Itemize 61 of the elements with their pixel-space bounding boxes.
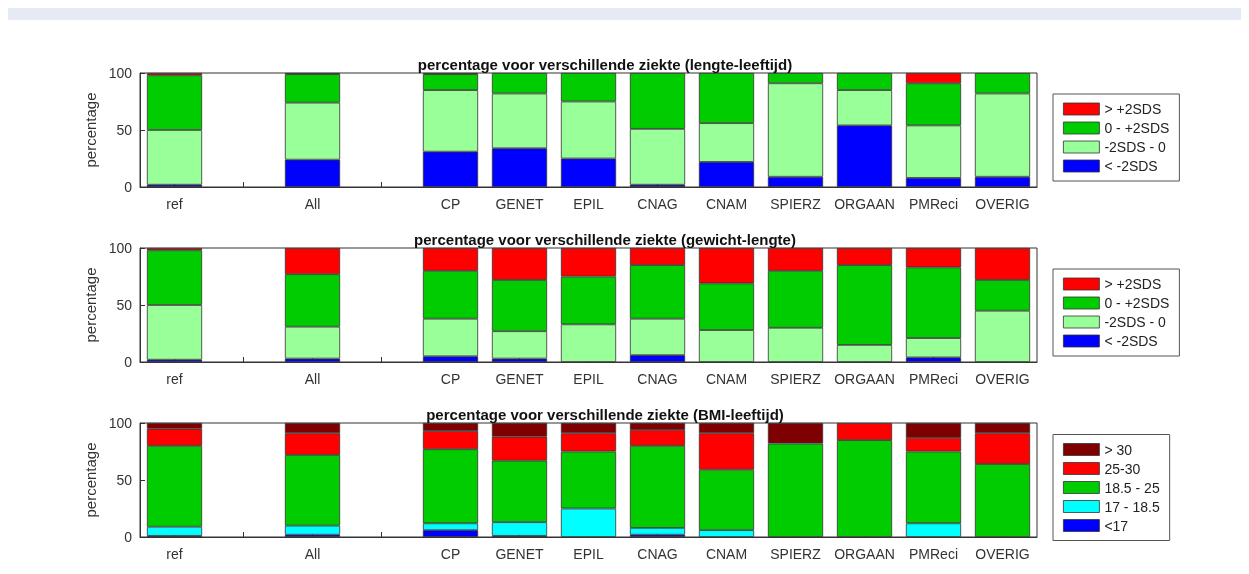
x-tick-label: SPIERZ [770,546,822,562]
legend-label: 18.5 - 25 [1104,479,1160,496]
legend-label: <17 [1104,517,1129,534]
y-tick-label: 0 [124,529,133,545]
x-tick-label: CNAM [705,196,748,212]
x-tick-label: CP [440,546,461,562]
x-tick-label: CP [440,371,461,387]
x-tick-label: PMReci [908,371,959,387]
legend-label: 17 - 18.5 [1104,498,1160,515]
y-tick-label: 0 [124,354,133,370]
x-tick-label: ORGAAN [834,371,895,387]
legend-label: < -2SDS [1104,333,1158,349]
y-tick-label: 50 [116,122,133,138]
legend-label: -2SDS - 0 [1104,314,1167,330]
x-tick-label: CNAG [637,196,678,212]
x-tick-label: PMReci [908,546,959,562]
chart-title: percentage voor verschillende ziekte (lengte-leeftijd) [417,56,793,73]
x-tick-label: ref [166,196,183,212]
x-tick-label: GENET [495,371,545,387]
chart-title: percentage voor verschillende ziekte (gewicht-lengte) [414,231,796,248]
legend-label: > 30 [1104,441,1133,458]
x-tick-label: SPIERZ [770,371,822,387]
y-axis-title: percentage [81,92,99,168]
x-tick-label: GENET [495,196,545,212]
legend-label: -2SDS - 0 [1104,139,1167,155]
x-tick-label: ref [166,371,183,387]
y-tick-label: 50 [116,297,133,313]
y-tick-label: 50 [116,472,133,488]
legend-label: 25-30 [1104,460,1141,477]
y-tick-label: 0 [124,179,133,195]
x-tick-label: PMReci [908,196,959,212]
legend-label: < -2SDS [1104,158,1158,174]
y-axis-title: percentage [81,267,99,343]
x-tick-label: ORGAAN [834,196,895,212]
x-tick-label: OVERIG [975,196,1030,212]
y-axis-title: percentage [81,442,99,518]
chart-title: percentage voor verschillende ziekte (BMI-leeftijd) [426,406,784,423]
y-tick-label: 100 [108,65,133,81]
legend-label: > +2SDS [1104,101,1162,117]
legend-label: > +2SDS [1104,276,1162,292]
x-tick-label: ref [166,546,183,562]
x-tick-label: CNAM [705,546,748,562]
x-tick-label: CNAM [705,371,748,387]
x-tick-label: CNAG [637,546,678,562]
x-tick-label: All [304,196,321,212]
x-tick-label: All [304,371,321,387]
x-tick-label: CNAG [637,371,678,387]
legend-label: 0 - +2SDS [1104,120,1170,136]
x-tick-label: ORGAAN [834,546,895,562]
y-tick-label: 100 [108,240,133,256]
x-tick-label: CP [440,196,461,212]
legend-label: 0 - +2SDS [1104,295,1170,311]
x-tick-label: All [304,546,321,562]
x-tick-label: OVERIG [975,546,1030,562]
y-tick-label: 100 [108,415,133,431]
x-tick-label: EPIL [573,546,604,562]
x-tick-label: SPIERZ [770,196,822,212]
x-tick-label: EPIL [573,196,604,212]
x-tick-label: OVERIG [975,371,1030,387]
x-tick-label: GENET [495,546,545,562]
x-tick-label: EPIL [573,371,604,387]
